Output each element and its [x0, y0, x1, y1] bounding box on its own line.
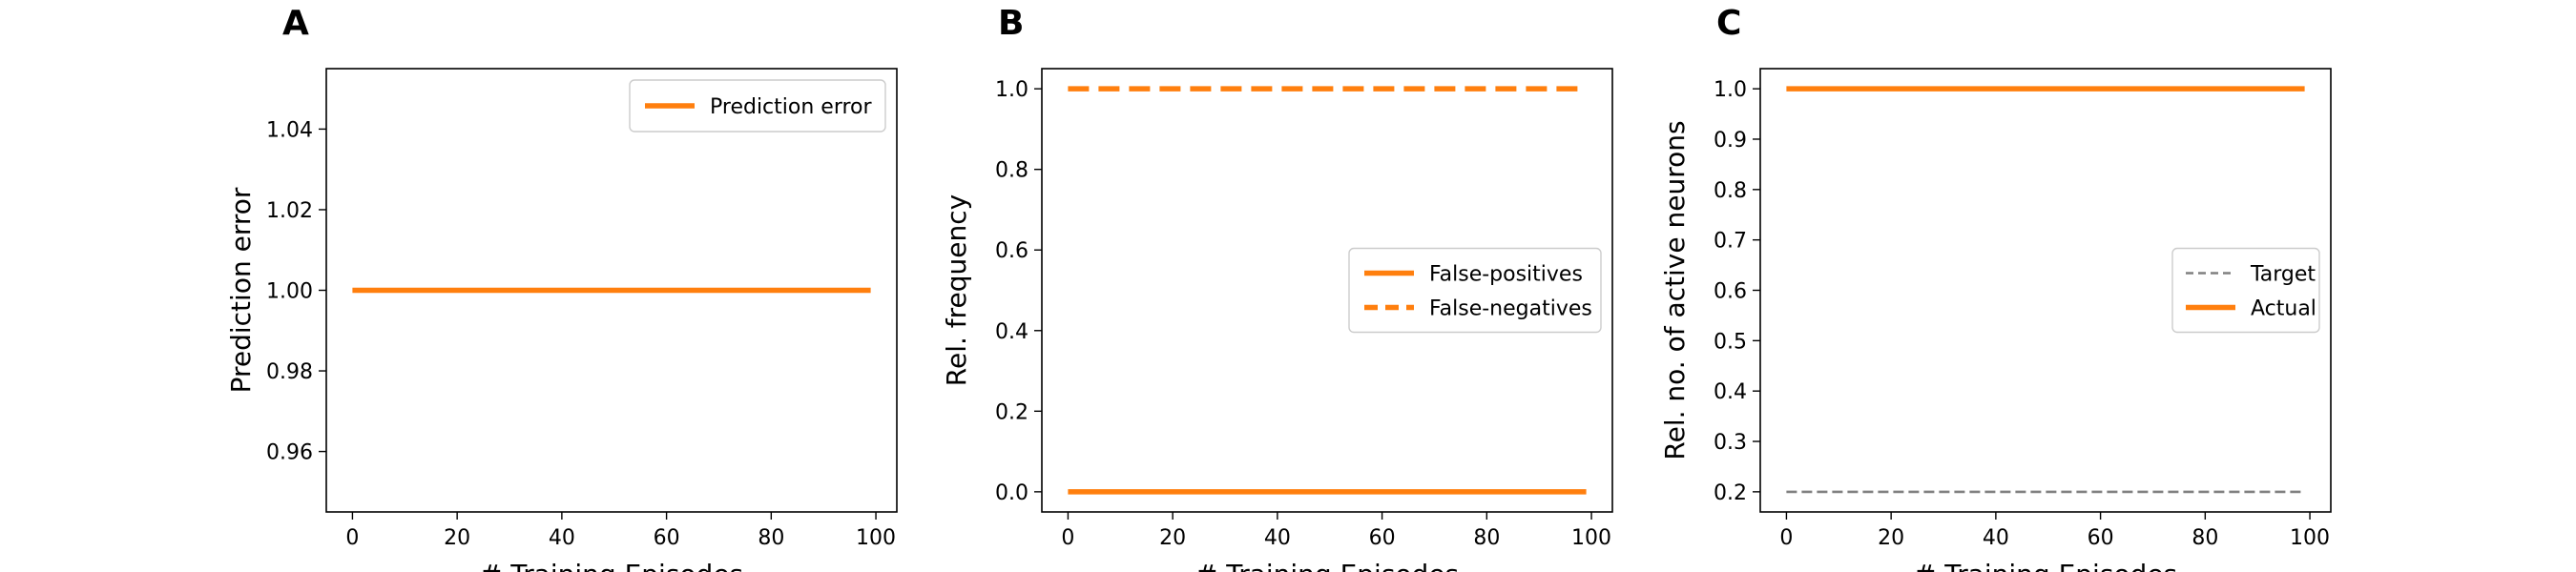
x-tick-label: 0: [1779, 526, 1793, 550]
y-tick-label: 0.96: [266, 441, 313, 465]
panel-c: C 0 20 40 60 80 100 0.2 0.3 0.4 0.5 0.6 0.7 0.8 0.9 1.0…: [1659, 4, 2332, 572]
x-tick-label: 40: [1264, 526, 1291, 550]
x-tick-label: 0: [345, 526, 359, 550]
y-tick-label: 1.0: [1714, 78, 1747, 102]
legend: False-positives False-negatives: [1348, 247, 1602, 334]
legend-label: Actual: [2251, 297, 2316, 321]
x-tick-label: 60: [654, 526, 680, 550]
y-tick-label: 1.0: [995, 78, 1028, 102]
panel-letter: B: [998, 4, 1024, 43]
panel-letter: C: [1716, 4, 1741, 43]
y-axis-label: Prediction error: [225, 187, 257, 393]
y-tick-label: 0.0: [995, 481, 1028, 505]
x-tick-label: 60: [1369, 526, 1396, 550]
panel-letter: A: [282, 4, 309, 43]
legend-frame: [629, 79, 886, 133]
y-tick-label: 0.9: [1714, 129, 1747, 153]
axes-frame: [1041, 68, 1613, 513]
legend: Prediction error: [629, 79, 886, 133]
y-tick-label: 1.02: [266, 199, 313, 223]
y-tick-label: 0.5: [1714, 330, 1747, 354]
legend-label: Target: [2250, 263, 2316, 287]
x-tick-label: 20: [1878, 526, 1904, 550]
x-axis-label: # Training Episodes: [480, 559, 743, 572]
legend-label: False-negatives: [1429, 297, 1592, 321]
x-axis-label: # Training Episodes: [1914, 559, 2177, 572]
y-tick-label: 0.7: [1714, 230, 1747, 254]
panel-a: A 0 20 40 60 80 100 0.96 0.98 1.00 1.02 1.04 # Train…: [225, 4, 898, 572]
x-tick-label: 20: [444, 526, 470, 550]
y-tick-label: 1.04: [266, 118, 313, 142]
x-axis-label: # Training Episodes: [1195, 559, 1459, 572]
y-tick-label: 1.00: [266, 280, 313, 304]
y-tick-label: 0.2: [1714, 481, 1747, 505]
x-tick-label: 80: [1473, 526, 1500, 550]
x-tick-label: 0: [1061, 526, 1074, 550]
y-tick-label: 0.4: [995, 320, 1028, 344]
legend-label: False-positives: [1429, 263, 1583, 287]
y-tick-label: 0.6: [1714, 280, 1747, 304]
y-axis-label: Rel. frequency: [941, 194, 972, 386]
y-tick-label: 0.3: [1714, 431, 1747, 455]
x-tick-label: 100: [1571, 526, 1611, 550]
legend-frame: [1348, 247, 1602, 334]
legend-label: Prediction error: [710, 95, 872, 119]
y-tick-label: 0.6: [995, 239, 1028, 263]
x-tick-label: 60: [2088, 526, 2114, 550]
x-tick-label: 40: [549, 526, 575, 550]
legend-frame: [2171, 247, 2320, 334]
x-tick-label: 100: [2290, 526, 2330, 550]
y-tick-label: 0.2: [995, 400, 1028, 424]
x-tick-label: 100: [856, 526, 896, 550]
y-axis-label: Rel. no. of active neurons: [1659, 120, 1691, 460]
x-tick-label: 40: [1983, 526, 2009, 550]
y-tick-label: 0.98: [266, 360, 313, 384]
x-tick-label: 20: [1159, 526, 1186, 550]
legend: Target Actual: [2171, 247, 2320, 334]
x-tick-label: 80: [2192, 526, 2218, 550]
x-tick-label: 80: [758, 526, 784, 550]
y-tick-label: 0.8: [1714, 179, 1747, 203]
y-tick-label: 0.4: [1714, 380, 1747, 404]
y-tick-label: 0.8: [995, 159, 1028, 183]
panel-b: B 0 20 40 60 80 100 0.0 0.2 0.4 0.6 0.8 1.0 # Trainin…: [941, 4, 1613, 572]
